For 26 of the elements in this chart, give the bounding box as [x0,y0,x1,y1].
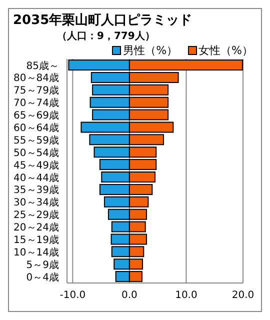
x-tick-label: -10.0 [60,290,86,302]
chart-subtitle: （人口：9，779人） [56,30,156,43]
y-tick-label: 30～34歳 [14,196,59,209]
y-tick-label: 0～4歳 [26,271,59,284]
y-tick-label: 25～29歳 [14,209,59,222]
x-tick-label: 0.0 [122,290,138,302]
y-tick-label: 15～19歳 [14,234,59,246]
y-tick-label: 60～64歳 [14,122,59,134]
y-tick-label: 5～9歳 [26,258,59,271]
y-tick-label: 55～59歳 [14,134,59,146]
legend-label: 男性（%） [122,43,178,57]
chart-title: 2035年栗山町人口ピラミッド [12,12,194,29]
y-tick-label: 85歳～ [26,60,59,72]
x-tick-label: 20.0 [232,290,254,302]
y-tick-label: 45～49歳 [14,159,59,172]
y-tick-label: 75～79歳 [14,84,59,97]
x-tick-label: 10.0 [175,290,198,302]
y-tick-label: 80～84歳 [14,72,59,84]
y-tick-label: 10～14歳 [14,246,59,258]
y-tick-label: 65～69歳 [14,110,59,122]
y-tick-label: 40～44歳 [14,172,59,184]
y-tick-label: 35～39歳 [14,184,59,196]
y-tick-label: 50～54歳 [14,146,59,159]
legend-label: 女性（%） [198,43,253,57]
y-tick-label: 20～24歳 [14,222,59,234]
y-tick-label: 70～74歳 [14,97,59,110]
